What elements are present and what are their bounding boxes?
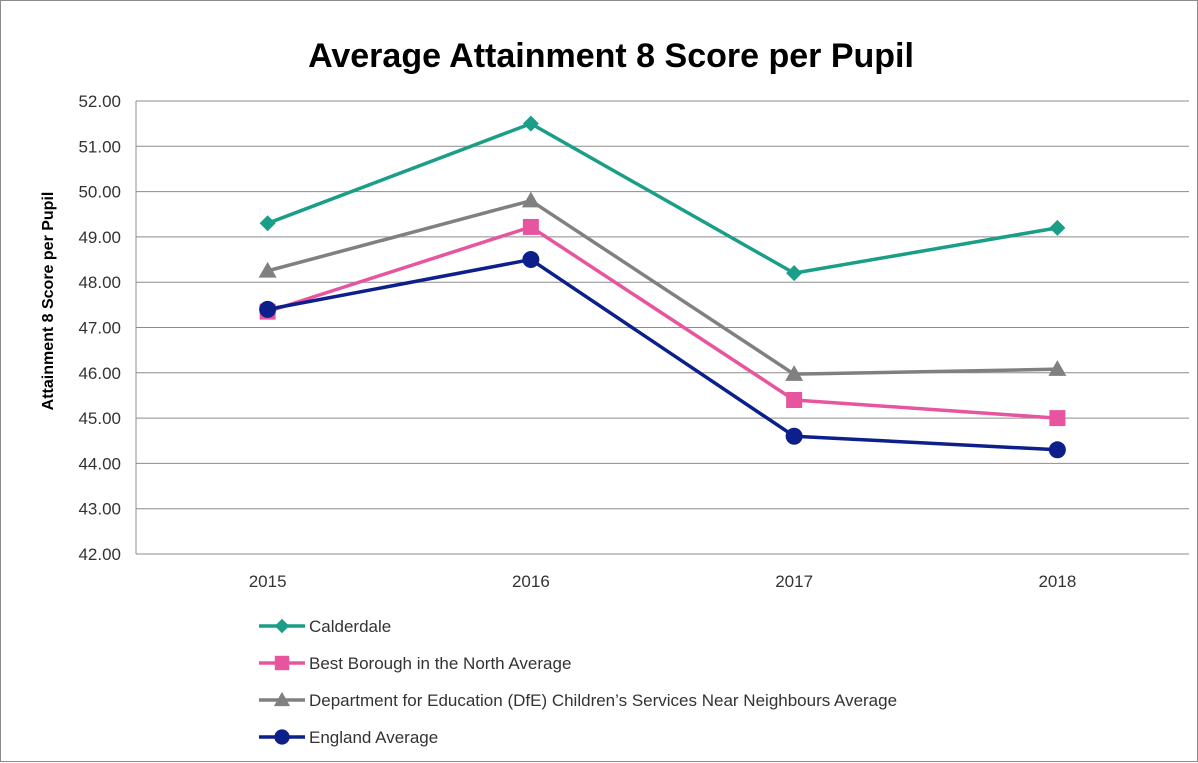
series-line [267,257,1058,452]
series-lines [258,115,1067,459]
x-tick-label: 2015 [249,572,287,591]
y-tick-label: 51.00 [78,137,121,156]
y-tick-label: 49.00 [78,228,121,247]
series-0 [259,115,1066,282]
series-line [267,198,1058,376]
series-2 [258,191,1067,381]
axes: 42.00 43.00 44.00 45.00 46.00 47.00 48.00 49.00… [78,92,1189,591]
data-point-circle [1048,441,1066,459]
legend-item: Best Borough in the North Average [259,654,571,673]
series-line [267,225,1058,420]
data-point-square [274,655,290,671]
x-tick-label: 2017 [775,572,813,591]
legend-item: England Average [259,728,438,747]
data-point-diamond [274,618,290,634]
data-point-triangle [521,191,540,208]
data-point-diamond [786,265,803,282]
data-point-square [1049,410,1066,427]
data-point-circle [259,300,277,318]
data-point-triangle [785,365,804,381]
series-3 [259,251,1066,459]
legend-item: Calderdale [259,617,391,636]
chart-title: Average Attainment 8 Score per Pupil [308,37,914,75]
y-tick-label: 46.00 [78,364,121,383]
legend: Calderdale Best Borough in the North Aver… [259,617,897,747]
y-tick-label: 48.00 [78,273,121,292]
data-point-circle [522,251,540,269]
data-point-square [522,218,539,235]
legend-label: Best Borough in the North Average [309,654,571,673]
data-point-diamond [1049,219,1066,236]
x-tick-label: 2018 [1038,572,1076,591]
y-tick-label: 50.00 [78,183,121,202]
data-point-diamond [259,215,276,232]
legend-label: Calderdale [309,617,391,636]
data-point-triangle [1048,360,1067,376]
y-tick-label: 45.00 [78,409,121,428]
data-point-triangle [273,691,291,707]
legend-item: Department for Education (DfE) Children’… [259,691,897,710]
data-point-circle [274,729,290,745]
series-line [267,121,1058,275]
x-tick-label: 2016 [512,572,550,591]
y-tick-label: 52.00 [78,92,121,111]
y-tick-label: 42.00 [78,545,121,564]
data-point-diamond [522,115,539,132]
data-point-square [786,391,803,408]
y-tick-label: 47.00 [78,319,121,338]
legend-label: Department for Education (DfE) Children’… [309,691,897,710]
y-axis-label: Attainment 8 Score per Pupil [40,192,57,411]
y-tick-label: 43.00 [78,500,121,519]
legend-label: England Average [309,728,438,747]
data-point-triangle [258,261,277,278]
gridlines [136,100,1189,555]
series-1 [259,218,1066,427]
y-tick-label: 44.00 [78,454,121,473]
data-point-circle [785,427,803,445]
